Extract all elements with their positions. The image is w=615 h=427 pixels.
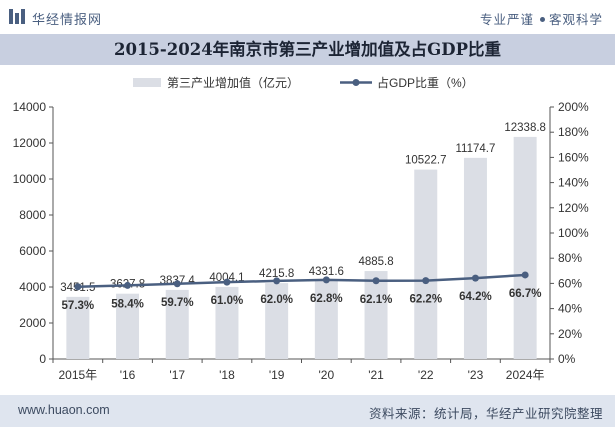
line-value-label: 64.2%	[459, 291, 492, 303]
line-point	[74, 283, 82, 291]
y-left-tick-label: 2000	[19, 316, 46, 330]
x-tick-label: '22	[418, 368, 434, 382]
line-value-label: 62.0%	[260, 294, 293, 306]
y-left-tick-label: 12000	[13, 136, 47, 150]
bar	[215, 286, 239, 359]
y-right-tick-label: 140%	[558, 176, 589, 190]
x-tick-label: 2024年	[506, 368, 545, 382]
chart: 第三产业增加值（亿元） 占GDP比重（%） 0 2000 4000 6000 8000 100…	[13, 75, 589, 382]
legend-bar-label: 第三产业增加值（亿元）	[167, 75, 299, 90]
x-tick-label: 2015年	[58, 368, 97, 382]
line-point	[322, 276, 330, 284]
top-bar: 华经情报网 专业严谨 客观科学	[0, 0, 615, 34]
bar	[165, 289, 189, 359]
footer-website: www.huaon.com	[18, 403, 110, 417]
y-left-tick-label: 4000	[19, 280, 46, 294]
logo-text: 华经情报网	[32, 12, 103, 27]
title-band: 2015-2024年南京市第三产业增加值及占GDP比重	[0, 34, 615, 65]
y-left-tick-label: 0	[39, 352, 46, 366]
chart-title: 2015-2024年南京市第三产业增加值及占GDP比重	[113, 40, 501, 59]
line-point	[173, 280, 181, 288]
y-right-tick-label: 40%	[558, 302, 582, 316]
line-value-label: 58.4%	[111, 298, 144, 310]
x-tick-label: '19	[269, 368, 285, 382]
bar-value-label: 10522.7	[405, 155, 447, 167]
legend-line-marker	[352, 79, 360, 86]
bar	[314, 281, 338, 359]
bar-value-label: 4885.8	[358, 256, 393, 268]
y-right-tick-label: 60%	[558, 276, 582, 290]
line-point	[223, 278, 231, 286]
x-tick-label: '20	[319, 368, 335, 382]
y-right-tick-label: 0%	[558, 352, 576, 366]
legend-line-label: 占GDP比重（%）	[377, 75, 474, 90]
bar	[66, 296, 90, 359]
x-tick-label: '21	[368, 368, 384, 382]
line-value-label: 62.1%	[360, 294, 393, 306]
legend-bar-swatch	[133, 78, 161, 87]
y-right-tick-label: 20%	[558, 327, 582, 341]
y-left-tick-label: 8000	[19, 208, 46, 222]
y-left-tick-label: 6000	[19, 244, 46, 258]
tagline-left: 专业严谨	[479, 13, 534, 27]
bar	[265, 283, 289, 359]
y-right-tick-label: 200%	[558, 100, 589, 114]
bar	[414, 169, 438, 359]
separator-dot-icon	[539, 17, 545, 23]
line-point	[521, 271, 529, 279]
line-point	[471, 274, 479, 282]
line-point	[372, 277, 380, 285]
bar-value-label: 12338.8	[504, 122, 546, 134]
line-value-label: 61.0%	[211, 295, 244, 307]
tagline: 专业严谨 客观科学	[480, 9, 603, 28]
y-right-tick-label: 80%	[558, 251, 582, 265]
line-point	[422, 277, 430, 285]
line-value-label: 62.8%	[310, 293, 343, 305]
tagline-right: 客观科学	[548, 13, 603, 27]
y-right-tick-label: 100%	[558, 226, 589, 240]
y-right-tick-label: 120%	[558, 201, 589, 215]
y-left-tick-label: 10000	[13, 172, 47, 186]
y-right-tick-label: 180%	[558, 125, 589, 139]
x-tick-label: '16	[120, 368, 136, 382]
bar	[364, 271, 388, 359]
bar-value-label: 4215.8	[259, 268, 294, 280]
line-point	[273, 277, 281, 285]
x-tick-label: '17	[169, 368, 185, 382]
y-right-tick-label: 160%	[558, 150, 589, 164]
bar-value-label: 11174.7	[456, 143, 496, 155]
footer-source: 资料来源：统计局，华经产业研究院整理	[368, 407, 603, 421]
line-value-label: 59.7%	[161, 297, 194, 309]
line-value-label: 62.2%	[409, 294, 442, 306]
bar	[116, 293, 140, 359]
logo-icon	[9, 9, 25, 24]
x-tick-label: '23	[468, 368, 484, 382]
bar	[463, 157, 487, 359]
bar	[513, 136, 537, 359]
bar-value-label: 4331.6	[309, 266, 344, 278]
line-value-label: 66.7%	[509, 288, 542, 300]
x-tick-label: '18	[219, 368, 235, 382]
footer: www.huaon.com 资料来源：统计局，华经产业研究院整理	[0, 395, 615, 427]
line-point	[124, 281, 132, 289]
line-value-label: 57.3%	[62, 300, 95, 312]
y-left-tick-label: 14000	[13, 100, 47, 114]
line-series	[77, 273, 526, 289]
